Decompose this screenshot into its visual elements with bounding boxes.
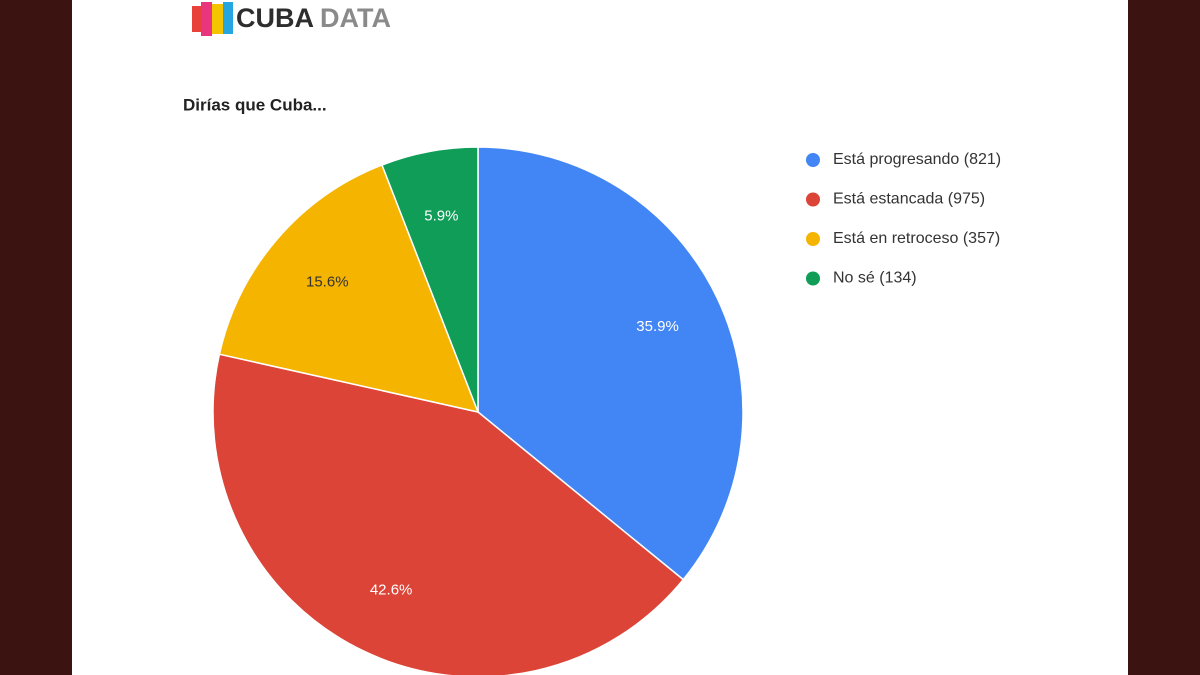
- chart-title: Dirías que Cuba...: [183, 95, 327, 114]
- logo-icon: [192, 2, 233, 36]
- pie-slice: [381, 146, 479, 413]
- legend-swatch: [806, 192, 820, 207]
- legend-swatch: [806, 153, 820, 167]
- logo-bar: [201, 2, 212, 36]
- legend-swatch: [806, 271, 820, 286]
- pie-slice: [218, 164, 480, 414]
- logo-bar: [212, 4, 223, 34]
- logo-bar: [192, 6, 201, 32]
- slice-label: 5.9%: [424, 208, 458, 225]
- slice-label: 35.9%: [636, 318, 679, 335]
- logo-bar: [223, 2, 233, 34]
- pie-slice: [212, 353, 685, 675]
- slice-label: 42.6%: [370, 582, 413, 599]
- legend-label: Está en retroceso (357): [833, 230, 1000, 247]
- brand-part1: CUBA: [236, 3, 314, 33]
- brand-part2: DATA: [320, 3, 391, 33]
- legend-label: Está estancada (975): [833, 191, 985, 208]
- right-border: [1128, 0, 1200, 675]
- legend-label: Está progresando (821): [833, 151, 1001, 168]
- pie-slice: [477, 146, 744, 581]
- legend-label: No sé (134): [833, 270, 917, 287]
- legend-swatch: [806, 232, 820, 246]
- slice-label: 15.6%: [306, 273, 349, 290]
- left-border: [0, 0, 72, 675]
